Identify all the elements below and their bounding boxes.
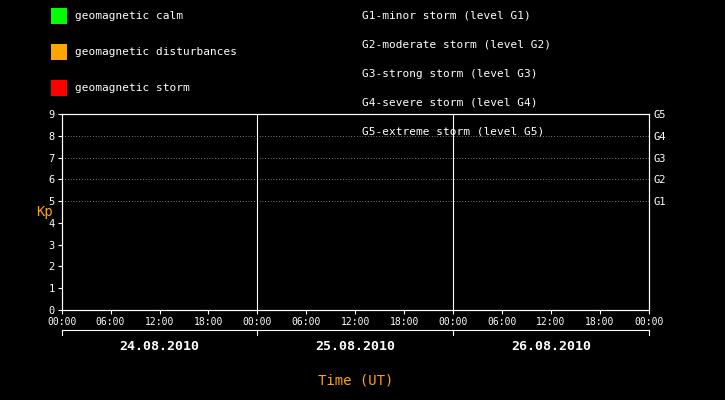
Text: G2-moderate storm (level G2): G2-moderate storm (level G2) <box>362 40 552 50</box>
Y-axis label: Kp: Kp <box>36 205 53 219</box>
Text: G1-minor storm (level G1): G1-minor storm (level G1) <box>362 11 531 21</box>
Text: geomagnetic storm: geomagnetic storm <box>75 83 190 93</box>
Text: G4-severe storm (level G4): G4-severe storm (level G4) <box>362 97 538 107</box>
Text: 24.08.2010: 24.08.2010 <box>120 340 199 352</box>
Text: geomagnetic disturbances: geomagnetic disturbances <box>75 47 237 57</box>
Text: 25.08.2010: 25.08.2010 <box>315 340 395 352</box>
Text: G3-strong storm (level G3): G3-strong storm (level G3) <box>362 69 538 78</box>
Text: Time (UT): Time (UT) <box>318 373 393 387</box>
Text: 26.08.2010: 26.08.2010 <box>511 340 591 352</box>
Text: geomagnetic calm: geomagnetic calm <box>75 11 183 21</box>
Text: G5-extreme storm (level G5): G5-extreme storm (level G5) <box>362 126 544 136</box>
